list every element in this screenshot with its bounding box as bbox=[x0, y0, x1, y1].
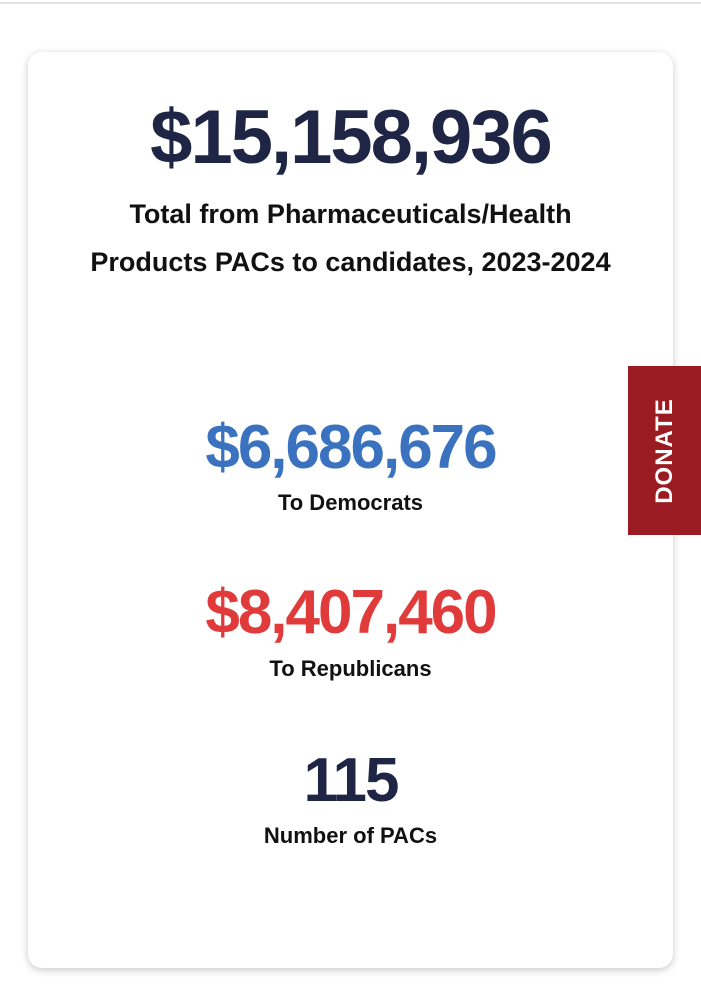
total-description: Total from Pharmaceuticals/Health Produc… bbox=[90, 199, 611, 277]
pacs-count: 115 bbox=[303, 746, 399, 815]
donate-button[interactable]: DONATE bbox=[628, 366, 701, 535]
top-border bbox=[0, 2, 701, 4]
republicans-amount: $8,407,460 bbox=[205, 578, 497, 647]
pacs-label: Number of PACs bbox=[263, 823, 438, 848]
democrats-amount: $6,686,676 bbox=[205, 413, 497, 482]
democrats-label: To Democrats bbox=[277, 490, 424, 515]
stats-card: $15,158,936 Total from Pharmaceuticals/H… bbox=[28, 52, 673, 968]
republicans-label: To Republicans bbox=[269, 656, 432, 681]
donate-text[interactable]: DONATE bbox=[650, 397, 678, 504]
total-amount: $15,158,936 bbox=[150, 95, 553, 180]
